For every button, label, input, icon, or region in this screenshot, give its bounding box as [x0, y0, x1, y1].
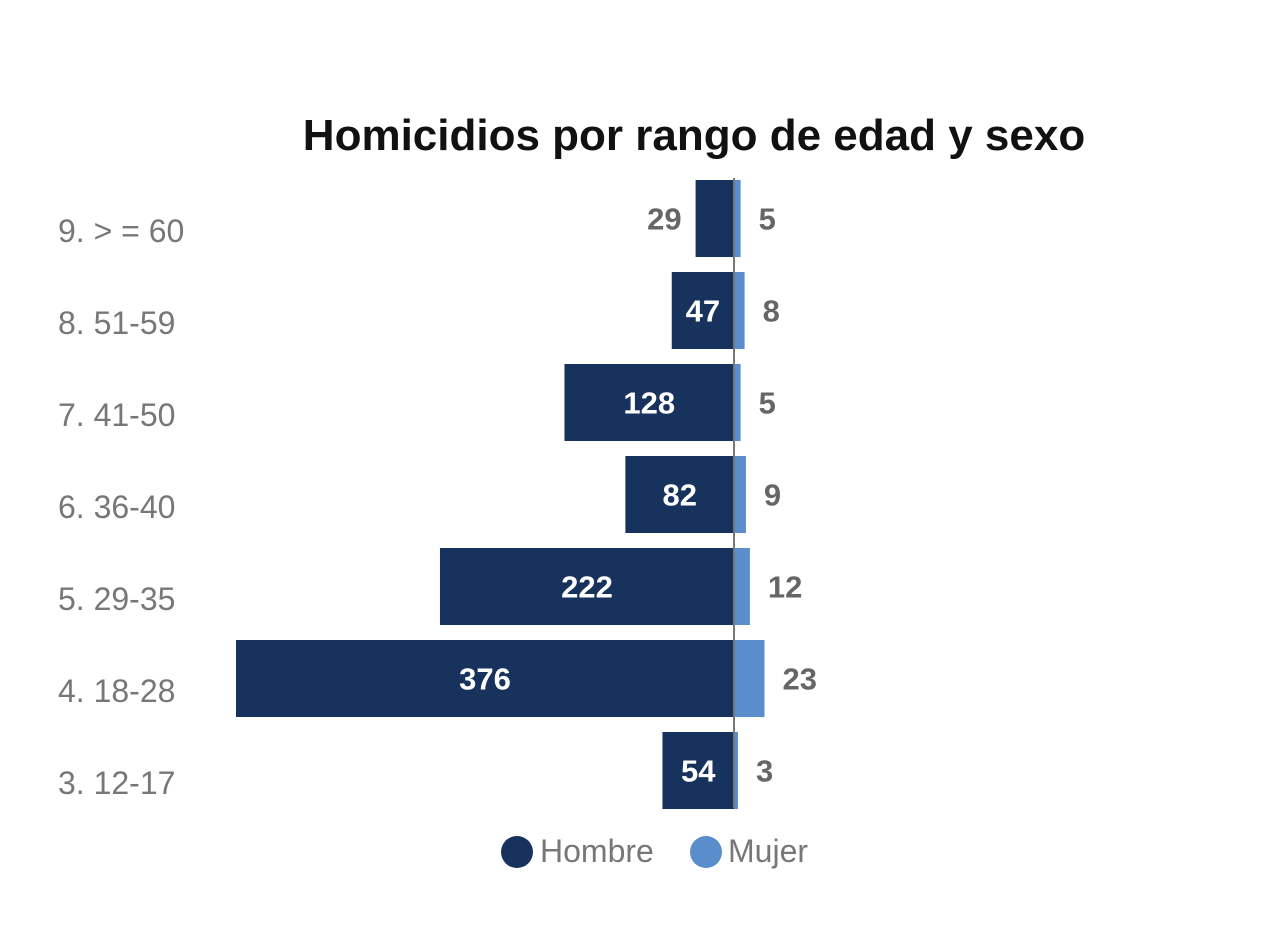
category-label: 5. 29-35 — [58, 581, 175, 617]
data-label-mujer: 3 — [756, 754, 773, 789]
data-label-mujer: 23 — [782, 662, 816, 697]
data-label-mujer: 12 — [768, 570, 802, 605]
data-label-hombre: 222 — [561, 570, 613, 605]
data-label-mujer: 5 — [759, 202, 776, 237]
bar-hombre — [662, 732, 734, 809]
data-label-hombre: 82 — [662, 478, 696, 513]
legend-label: Mujer — [728, 833, 808, 869]
data-label-mujer: 5 — [759, 386, 776, 421]
bar-hombre — [625, 456, 734, 533]
category-label: 3. 12-17 — [58, 765, 175, 801]
category-label: 7. 41-50 — [58, 397, 175, 433]
bar-mujer — [734, 364, 741, 441]
category-label: 6. 36-40 — [58, 489, 175, 525]
bar-mujer — [734, 640, 765, 717]
data-label-hombre: 29 — [647, 202, 681, 237]
bar-mujer — [734, 732, 738, 809]
bar-mujer — [734, 272, 745, 349]
bar-hombre — [671, 272, 734, 349]
bar-mujer — [734, 456, 746, 533]
category-label: 4. 18-28 — [58, 673, 175, 709]
bar-hombre — [236, 640, 734, 717]
data-label-hombre: 128 — [623, 386, 675, 421]
data-label-hombre: 47 — [686, 294, 720, 329]
chart-title: Homicidios por rango de edad y sexo — [303, 111, 1085, 160]
legend-label: Hombre — [540, 833, 654, 869]
data-label-mujer: 9 — [764, 478, 781, 513]
bar-hombre — [695, 180, 734, 257]
data-label-mujer: 8 — [763, 294, 780, 329]
bar-mujer — [734, 180, 741, 257]
bar-mujer — [734, 548, 750, 625]
category-label: 9. > = 60 — [58, 213, 184, 249]
category-label: 8. 51-59 — [58, 305, 175, 341]
bar-hombre — [564, 364, 734, 441]
legend-marker — [690, 836, 722, 868]
legend: Hombre Mujer — [501, 833, 808, 869]
bar-hombre — [439, 548, 734, 625]
data-label-hombre: 376 — [459, 662, 511, 697]
legend-marker — [501, 836, 533, 868]
data-label-hombre: 54 — [681, 754, 716, 789]
